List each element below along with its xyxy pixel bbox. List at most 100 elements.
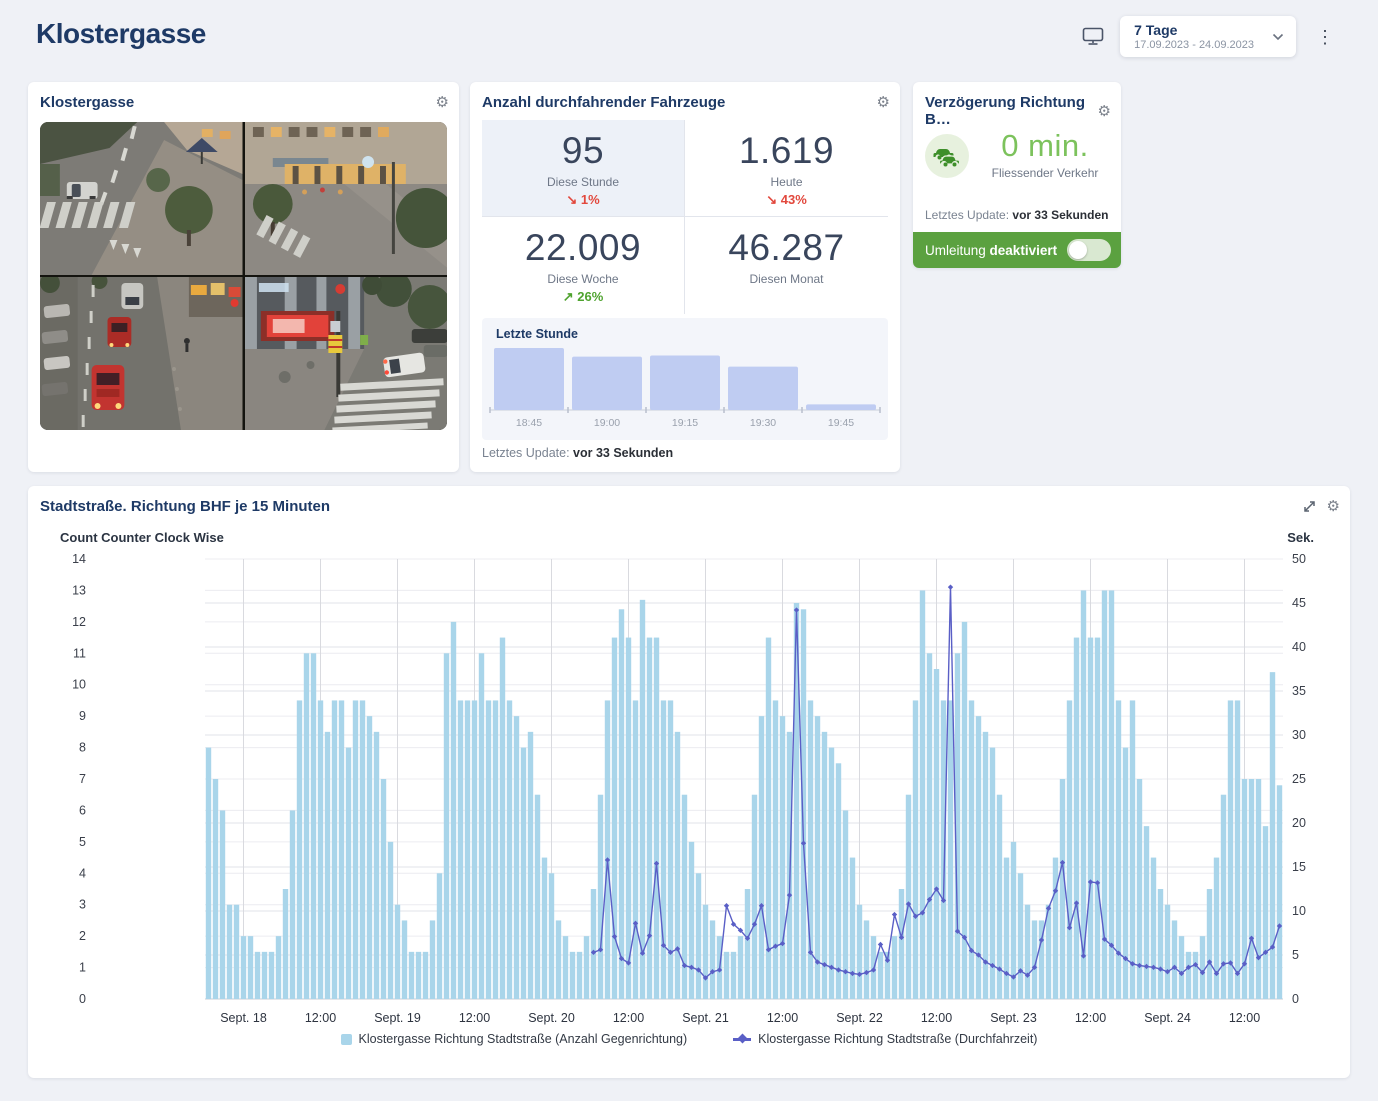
vehicles-gear-icon[interactable]: ⚙ — [877, 95, 890, 110]
svg-text:0: 0 — [1292, 992, 1299, 1006]
stat-label: Diese Woche — [547, 272, 618, 286]
svg-text:12:00: 12:00 — [459, 1011, 490, 1025]
camera-feed-3[interactable] — [40, 277, 243, 430]
svg-text:Sept. 21: Sept. 21 — [682, 1011, 729, 1025]
svg-text:12:00: 12:00 — [921, 1011, 952, 1025]
stat-value: 95 — [562, 130, 604, 172]
diversion-toggle[interactable] — [1067, 239, 1111, 261]
camera-card: Klostergasse ⚙ — [28, 82, 459, 472]
vehicles-card: Anzahl durchfahrender Fahrzeuge ⚙ 95 Die… — [470, 82, 900, 472]
svg-text:19:00: 19:00 — [594, 417, 620, 429]
svg-text:3: 3 — [79, 898, 86, 912]
header-toolbar: 7 Tage 17.09.2023 - 24.09.2023 ⋮ — [1082, 16, 1338, 57]
svg-text:Sept. 23: Sept. 23 — [990, 1011, 1037, 1025]
date-range-picker[interactable]: 7 Tage 17.09.2023 - 24.09.2023 — [1120, 16, 1296, 57]
vehicles-card-title: Anzahl durchfahrender Fahrzeuge — [482, 94, 725, 111]
stat-diese-woche[interactable]: 22.009 Diese Woche ↗ 26% — [482, 217, 685, 314]
kebab-menu-icon[interactable]: ⋮ — [1312, 24, 1338, 50]
chart-legend: Klostergasse Richtung Stadtstraße (Anzah… — [28, 1032, 1350, 1046]
svg-text:5: 5 — [79, 835, 86, 849]
legend-item-bars[interactable]: Klostergasse Richtung Stadtstraße (Anzah… — [341, 1032, 688, 1046]
svg-text:19:45: 19:45 — [828, 417, 854, 429]
traffic-icon-circle — [925, 134, 969, 178]
svg-text:10: 10 — [72, 678, 86, 692]
main-chart-title: Stadtstraße. Richtung BHF je 15 Minuten — [40, 498, 330, 515]
stat-delta: ↗ 26% — [563, 289, 604, 304]
svg-text:20: 20 — [1292, 816, 1306, 830]
svg-text:Sept. 22: Sept. 22 — [836, 1011, 883, 1025]
svg-text:0: 0 — [79, 992, 86, 1006]
svg-text:35: 35 — [1292, 684, 1306, 698]
main-chart-card: Stadtstraße. Richtung BHF je 15 Minuten … — [28, 486, 1350, 1078]
delay-value: 0 min. — [977, 128, 1113, 164]
last-hour-chart: 18:45 19:00 19:15 19:30 19:45 — [482, 344, 888, 438]
main-chart-gear-icon[interactable]: ⚙ — [1327, 499, 1340, 514]
svg-text:12:00: 12:00 — [613, 1011, 644, 1025]
stat-heute[interactable]: 1.619 Heute ↘ 43% — [685, 120, 888, 217]
svg-text:19:30: 19:30 — [750, 417, 776, 429]
expand-icon-glyph — [1302, 499, 1317, 514]
svg-text:30: 30 — [1292, 728, 1306, 742]
stat-diesen-monat[interactable]: 46.287 Diesen Monat — [685, 217, 888, 314]
delay-gear-icon[interactable]: ⚙ — [1098, 104, 1111, 119]
svg-text:1: 1 — [79, 961, 86, 975]
svg-text:14: 14 — [72, 552, 86, 566]
svg-text:10: 10 — [1292, 904, 1306, 918]
delay-status: Fliessender Verkehr — [977, 166, 1113, 180]
camera-feed-4[interactable] — [245, 277, 448, 430]
main-chart-canvas: Sept. 18 12:00 Sept. 19 12:00 Sept. 20 12:00 S… — [28, 526, 1350, 1031]
camera-quad-view — [40, 122, 447, 430]
svg-text:5: 5 — [1292, 948, 1299, 962]
vehicle-stats: 95 Diese Stunde ↘ 1% 1.619 Heute ↘ 43% 2… — [482, 120, 888, 314]
svg-text:12:00: 12:00 — [767, 1011, 798, 1025]
stat-value: 46.287 — [728, 227, 844, 269]
diversion-label: Umleitung deaktiviert — [925, 243, 1057, 258]
svg-text:13: 13 — [72, 583, 86, 597]
svg-text:50: 50 — [1292, 552, 1306, 566]
camera-feed-1[interactable] — [40, 122, 243, 275]
stat-label: Heute — [770, 175, 802, 189]
svg-text:4: 4 — [79, 866, 86, 880]
svg-text:12:00: 12:00 — [1229, 1011, 1260, 1025]
expand-icon[interactable] — [1302, 499, 1317, 514]
last-hour-title: Letzte Stunde — [496, 327, 578, 341]
diversion-banner: Umleitung deaktiviert — [913, 232, 1121, 268]
svg-text:12:00: 12:00 — [305, 1011, 336, 1025]
toggle-knob — [1069, 241, 1087, 259]
svg-text:15: 15 — [1292, 860, 1306, 874]
camera-feed-2[interactable] — [245, 122, 448, 275]
last-hour-panel: Letzte Stunde 18:45 19:00 19:15 19:30 19:45 — [482, 318, 888, 440]
stat-delta: ↘ 1% — [566, 192, 599, 207]
stat-value: 22.009 — [525, 227, 641, 269]
svg-text:18:45: 18:45 — [516, 417, 542, 429]
svg-text:25: 25 — [1292, 772, 1306, 786]
range-dates: 17.09.2023 - 24.09.2023 — [1134, 39, 1254, 51]
svg-text:Sept. 20: Sept. 20 — [528, 1011, 575, 1025]
legend-item-line[interactable]: Klostergasse Richtung Stadtstraße (Durch… — [733, 1032, 1037, 1046]
svg-text:6: 6 — [79, 803, 86, 817]
svg-text:12: 12 — [72, 615, 86, 629]
stat-diese-stunde[interactable]: 95 Diese Stunde ↘ 1% — [482, 120, 685, 217]
range-text: 7 Tage 17.09.2023 - 24.09.2023 — [1134, 22, 1254, 51]
stat-value: 1.619 — [739, 130, 834, 172]
camera-card-title: Klostergasse — [40, 94, 134, 111]
svg-text:40: 40 — [1292, 640, 1306, 654]
svg-text:19:15: 19:15 — [672, 417, 698, 429]
delay-card-title: Verzögerung Richtung B… — [925, 94, 1098, 128]
range-label: 7 Tage — [1134, 22, 1254, 38]
monitor-icon[interactable] — [1082, 27, 1104, 46]
legend-swatch-line — [733, 1038, 751, 1041]
svg-text:12:00: 12:00 — [1075, 1011, 1106, 1025]
svg-text:Sept. 19: Sept. 19 — [374, 1011, 421, 1025]
svg-text:9: 9 — [79, 709, 86, 723]
stat-label: Diese Stunde — [547, 175, 619, 189]
svg-text:2: 2 — [79, 929, 86, 943]
monitor-icon-glyph — [1082, 27, 1104, 46]
svg-text:Sept. 24: Sept. 24 — [1144, 1011, 1191, 1025]
stat-delta: ↘ 43% — [766, 192, 807, 207]
svg-text:Sept. 18: Sept. 18 — [220, 1011, 267, 1025]
delay-card: Verzögerung Richtung B… ⚙ 0 min. Fliesse… — [913, 82, 1121, 268]
chevron-down-icon — [1272, 33, 1284, 41]
camera-gear-icon[interactable]: ⚙ — [436, 95, 449, 110]
svg-text:7: 7 — [79, 772, 86, 786]
